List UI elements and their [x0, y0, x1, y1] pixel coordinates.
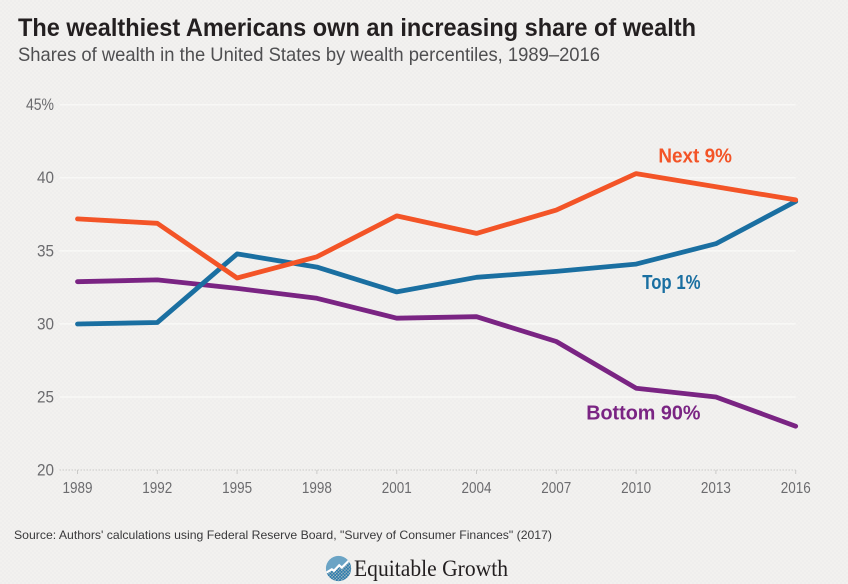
svg-text:1998: 1998	[302, 480, 332, 497]
svg-text:Equitable Growth: Equitable Growth	[354, 556, 508, 581]
svg-text:Source: Authors' calculations: Source: Authors' calculations using Fede…	[14, 528, 552, 542]
svg-text:Bottom 90%: Bottom 90%	[586, 402, 701, 424]
svg-text:2004: 2004	[462, 480, 492, 497]
svg-text:2007: 2007	[541, 480, 571, 497]
svg-text:Shares of wealth in the United: Shares of wealth in the United States by…	[18, 44, 600, 66]
svg-text:1992: 1992	[142, 480, 172, 497]
svg-text:2016: 2016	[781, 480, 811, 497]
svg-text:30: 30	[37, 314, 54, 333]
svg-text:2001: 2001	[382, 480, 412, 497]
svg-text:35: 35	[37, 241, 54, 260]
svg-text:2010: 2010	[621, 480, 651, 497]
svg-text:45%: 45%	[26, 95, 54, 114]
svg-text:25: 25	[37, 387, 54, 406]
svg-text:20: 20	[37, 460, 54, 479]
svg-text:Next 9%: Next 9%	[658, 146, 732, 168]
svg-text:1989: 1989	[63, 480, 93, 497]
svg-text:2013: 2013	[701, 480, 731, 497]
svg-text:1995: 1995	[222, 480, 252, 497]
svg-text:Top 1%: Top 1%	[642, 272, 701, 294]
svg-text:40: 40	[37, 168, 54, 187]
svg-text:The wealthiest Americans own a: The wealthiest Americans own an increasi…	[18, 14, 696, 42]
